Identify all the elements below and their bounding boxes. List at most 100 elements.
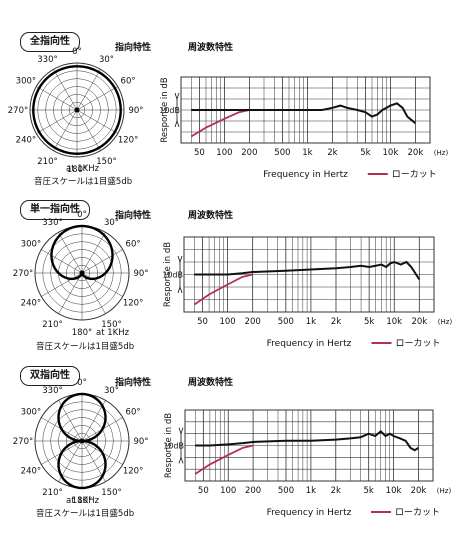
angle-label: 300° (16, 77, 36, 87)
x-axis-label: Frequency in Hertz (267, 339, 352, 349)
section-cardioid: 単一指向性 指向特性 周波数特性 0° 30° 60° 90° 120° 150° 180°… (0, 200, 474, 370)
angle-label: 120° (123, 299, 143, 309)
polar-spoke (53, 69, 78, 111)
section-figure-8: 双指向性 指向特性 周波数特性 0° 30° 60° 90° 120° 150° 180° 2… (0, 366, 474, 536)
note-frequency: at 1KHz (96, 328, 130, 338)
x-tick-label: 2k (327, 148, 337, 158)
lowcut-curve (193, 273, 253, 306)
lowcut-curve (190, 109, 250, 138)
scale-arrow-down (177, 285, 183, 294)
polar-spoke (36, 109, 78, 134)
angle-label: 210° (37, 157, 57, 167)
legend-label: ローカット (395, 507, 440, 518)
x-tick-label: 1k (302, 148, 312, 158)
angle-label: 180° (72, 328, 92, 338)
angle-label: 270° (13, 437, 33, 447)
freq-label: 周波数特性 (188, 211, 234, 221)
x-tick-label: 1k (306, 486, 316, 496)
angle-label: 30° (104, 218, 119, 228)
polar-spoke (81, 272, 123, 297)
angle-label: 120° (118, 136, 138, 146)
frequency-chart: 50 100 200 500 1k 2k 5k 10k 20k (Hz) Response in d… (163, 409, 452, 518)
x-tick-label: 50 (197, 317, 208, 327)
response-curve (191, 102, 417, 124)
polar-spoke (53, 109, 78, 151)
angle-label: 180° (67, 165, 87, 175)
polar-spoke (76, 109, 101, 151)
x-tick-label: 20k (408, 148, 424, 158)
x-tick-label: 10k (386, 486, 402, 496)
angle-label: 240° (16, 136, 36, 146)
angle-label: 270° (13, 269, 33, 279)
frequency-chart: 50 100 200 500 1k 2k 5k 10k 20k (Hz) Response in d… (162, 236, 453, 349)
freq-label: 周波数特性 (188, 43, 234, 53)
angle-label: 0° (77, 378, 87, 388)
angle-label: 90° (133, 269, 148, 279)
section-omnidirectional: 全指向性 指向特性 周波数特性 0° 30° 60° 90° 120° 150° 180° 2… (0, 32, 474, 202)
polar-center-dot (79, 270, 85, 276)
angle-label: 60° (121, 77, 136, 87)
scale-arrow-up (174, 92, 180, 101)
x-tick-label: 5k (364, 486, 374, 496)
angle-label: 240° (21, 299, 41, 309)
angle-label: 150° (101, 320, 121, 330)
scale-arrow-up (178, 427, 184, 435)
angle-label: 30° (104, 386, 119, 396)
angle-label: 0° (72, 47, 82, 57)
angle-label: 90° (128, 106, 143, 116)
x-tick-label: 20k (411, 317, 427, 327)
polar-chart: 0° 30° 60° 90° 120° 150° 180° 210° 240° 270° 300° 3… (8, 47, 144, 175)
angle-label: 30° (99, 55, 114, 65)
polar-spoke (58, 272, 83, 314)
x-tick-label: 10k (386, 317, 402, 327)
scale-label: 10dB (163, 442, 184, 451)
freq-label: 周波数特性 (188, 378, 234, 388)
lowcut-curve (194, 444, 254, 475)
angle-label: 0° (77, 210, 87, 220)
pattern-badge: 全指向性 (20, 32, 80, 52)
x-unit-label: (Hz) (438, 318, 453, 326)
x-tick-label: 10k (383, 148, 399, 158)
polar-spoke (36, 86, 78, 111)
scale-arrow-down (178, 456, 184, 464)
polar-spoke (76, 109, 118, 134)
pattern-badge: 双指向性 (20, 366, 80, 386)
note-frequency: at 1KHz (66, 496, 100, 506)
angle-label: 240° (21, 467, 41, 477)
x-unit-label: (Hz) (437, 487, 452, 495)
polar-label: 指向特性 (115, 43, 152, 53)
polar-pattern-curve (57, 392, 107, 490)
x-tick-label: 200 (245, 486, 261, 496)
legend-label: ローカット (396, 338, 441, 349)
note-scale: 音圧スケールは1目盛5db (36, 342, 135, 352)
response-curve (194, 260, 421, 281)
x-tick-label: 50 (198, 486, 209, 496)
note-frequency: at 1KHz (66, 164, 100, 174)
polar-spoke (41, 272, 83, 297)
polar-pattern-curve (32, 65, 122, 155)
y-axis-label: Response in dB (164, 413, 174, 478)
scale-label: 10dB (162, 271, 183, 280)
angle-label: 90° (133, 437, 148, 447)
angle-label: 150° (101, 488, 121, 498)
x-tick-label: 500 (274, 148, 290, 158)
x-unit-label: (Hz) (434, 149, 449, 157)
polar-label: 指向特性 (115, 378, 152, 388)
polar-spoke (58, 440, 83, 482)
angle-label: 60° (126, 408, 141, 418)
polar-spoke (76, 69, 101, 111)
y-axis-label: Response in dB (160, 77, 170, 142)
x-tick-label: 20k (411, 486, 427, 496)
x-tick-label: 5k (364, 317, 374, 327)
polar-spoke (58, 232, 83, 274)
polar-spoke (81, 249, 123, 274)
x-axis-label: Frequency in Hertz (263, 170, 348, 180)
angle-label: 210° (42, 320, 62, 330)
angle-label: 60° (126, 240, 141, 250)
x-tick-label: 100 (216, 148, 232, 158)
x-tick-label: 100 (219, 317, 235, 327)
polar-spoke (58, 400, 83, 442)
x-tick-label: 200 (241, 148, 257, 158)
angle-label: 330° (37, 55, 57, 65)
polar-spoke (81, 400, 106, 442)
